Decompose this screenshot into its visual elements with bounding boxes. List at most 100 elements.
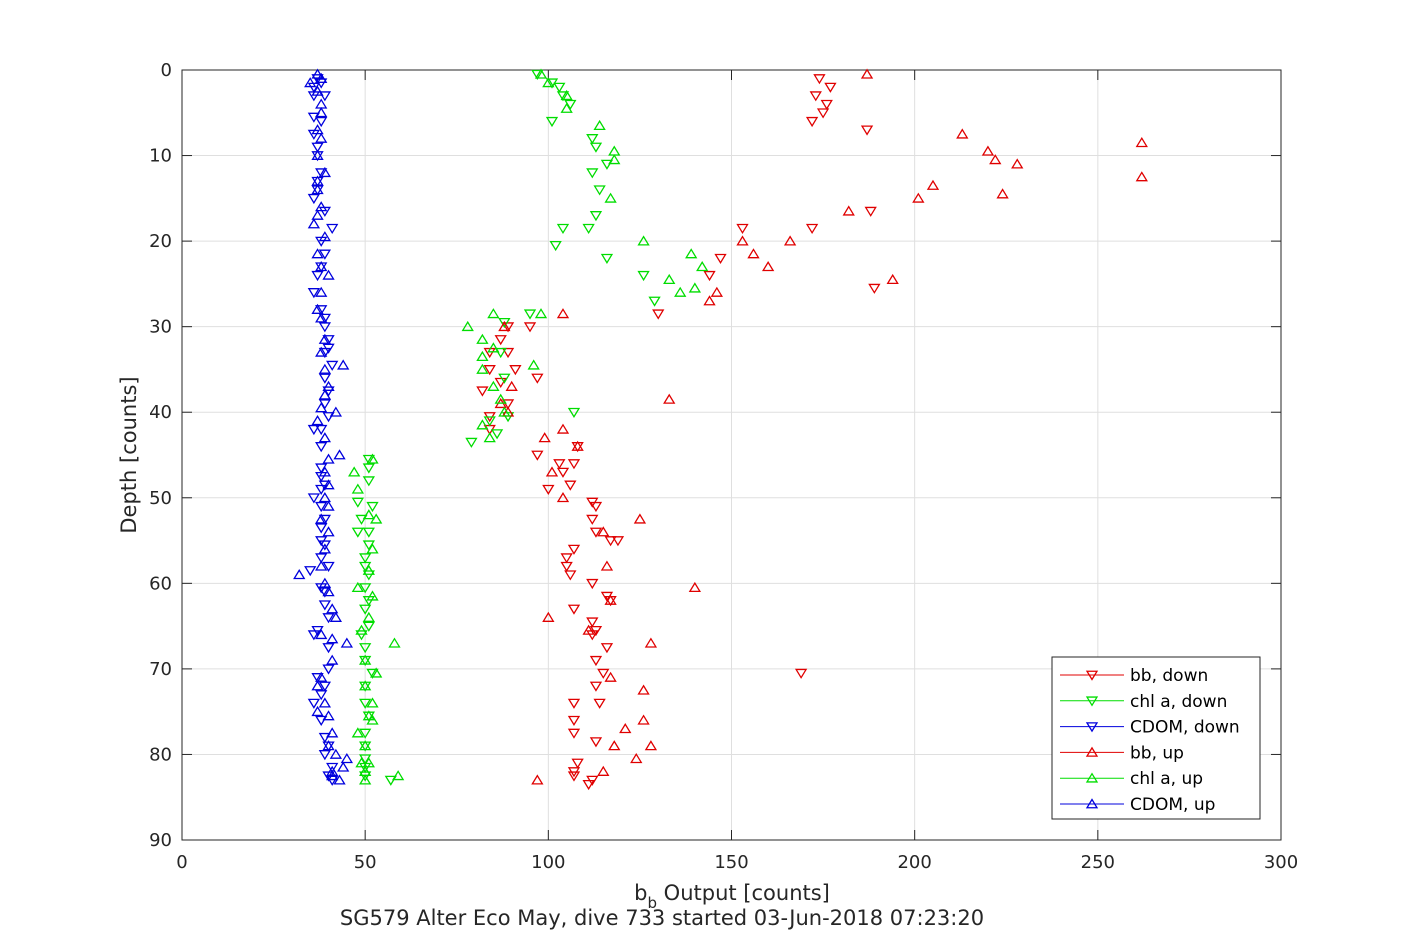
data-point bbox=[567, 544, 581, 555]
data-point bbox=[359, 728, 372, 739]
data-point bbox=[736, 223, 749, 235]
data-point bbox=[362, 540, 375, 551]
series-5 bbox=[293, 68, 354, 785]
data-point bbox=[351, 497, 364, 508]
data-point bbox=[322, 335, 335, 346]
data-point bbox=[571, 440, 584, 451]
data-point bbox=[348, 466, 361, 477]
data-point bbox=[326, 762, 339, 774]
data-point bbox=[318, 249, 332, 260]
data-point bbox=[315, 628, 328, 640]
data-point bbox=[868, 283, 881, 294]
data-point bbox=[318, 600, 332, 611]
data-point bbox=[560, 553, 573, 564]
data-point bbox=[531, 774, 544, 785]
data-point bbox=[326, 770, 339, 781]
data-point bbox=[564, 99, 577, 110]
data-point bbox=[359, 771, 372, 782]
data-point bbox=[593, 185, 606, 196]
data-point bbox=[523, 309, 537, 320]
y-tick-label: 60 bbox=[149, 573, 172, 594]
data-point bbox=[315, 442, 328, 453]
data-point bbox=[813, 74, 826, 85]
data-point bbox=[362, 611, 375, 622]
data-point bbox=[567, 604, 581, 615]
data-point bbox=[582, 624, 595, 635]
data-point bbox=[604, 536, 617, 547]
data-point bbox=[597, 526, 610, 537]
data-point bbox=[710, 286, 724, 297]
data-point bbox=[307, 630, 321, 641]
data-point bbox=[315, 690, 328, 701]
data-point bbox=[644, 740, 658, 751]
data-point bbox=[311, 142, 324, 153]
data-point bbox=[318, 432, 332, 443]
data-point bbox=[322, 710, 335, 721]
data-point bbox=[362, 454, 375, 466]
data-point bbox=[315, 715, 328, 726]
data-point bbox=[318, 231, 332, 242]
data-point bbox=[996, 188, 1009, 199]
x-tick-label: 200 bbox=[897, 852, 931, 873]
data-point bbox=[315, 201, 328, 212]
data-point bbox=[307, 698, 321, 709]
data-point bbox=[860, 68, 874, 79]
data-point bbox=[476, 386, 489, 397]
data-point bbox=[542, 77, 555, 88]
data-point bbox=[604, 594, 617, 605]
data-point bbox=[736, 235, 749, 246]
data-point bbox=[359, 740, 372, 751]
data-point bbox=[761, 261, 775, 272]
data-point bbox=[586, 578, 599, 590]
data-point bbox=[315, 72, 328, 83]
data-point bbox=[351, 483, 364, 494]
y-tick-label: 90 bbox=[149, 830, 172, 851]
data-point bbox=[315, 305, 328, 316]
data-point bbox=[326, 360, 339, 371]
data-point bbox=[311, 124, 324, 135]
data-point bbox=[816, 108, 830, 119]
data-point bbox=[589, 527, 603, 538]
data-point bbox=[842, 205, 855, 216]
data-point bbox=[315, 346, 328, 357]
data-point bbox=[542, 484, 555, 495]
data-point bbox=[307, 424, 321, 436]
data-point bbox=[560, 89, 573, 101]
data-point bbox=[307, 493, 321, 504]
data-point bbox=[318, 91, 332, 102]
data-point bbox=[794, 668, 808, 679]
data-point bbox=[604, 192, 617, 203]
data-point bbox=[582, 779, 595, 791]
data-point bbox=[362, 564, 375, 575]
data-point bbox=[315, 261, 328, 272]
data-point bbox=[571, 758, 584, 769]
x-axis-label-rest: Output [counts] bbox=[657, 881, 830, 905]
data-point bbox=[322, 526, 335, 537]
data-point bbox=[652, 309, 665, 320]
data-point bbox=[311, 303, 324, 314]
data-point bbox=[805, 223, 819, 235]
data-point bbox=[322, 740, 335, 751]
legend: bb, down chl a, down CDOM, down bb, up chl a… bbox=[1051, 656, 1261, 820]
data-point bbox=[619, 723, 632, 734]
data-point bbox=[589, 737, 603, 748]
data-point bbox=[326, 223, 339, 235]
legend-marker bbox=[1085, 772, 1099, 783]
data-point bbox=[315, 116, 328, 128]
data-point bbox=[322, 500, 335, 511]
data-point bbox=[688, 581, 702, 593]
data-point bbox=[600, 253, 614, 264]
data-point bbox=[304, 77, 317, 88]
data-point bbox=[567, 407, 581, 418]
data-point bbox=[608, 740, 621, 751]
data-point bbox=[355, 757, 368, 768]
data-point bbox=[366, 501, 379, 513]
data-point bbox=[498, 320, 511, 332]
data-point bbox=[340, 637, 354, 648]
data-point bbox=[315, 402, 328, 413]
data-point bbox=[318, 543, 332, 554]
data-point bbox=[366, 714, 379, 725]
data-point bbox=[326, 775, 339, 786]
x-tick-label: 0 bbox=[176, 852, 187, 873]
legend-marker bbox=[1085, 670, 1099, 681]
